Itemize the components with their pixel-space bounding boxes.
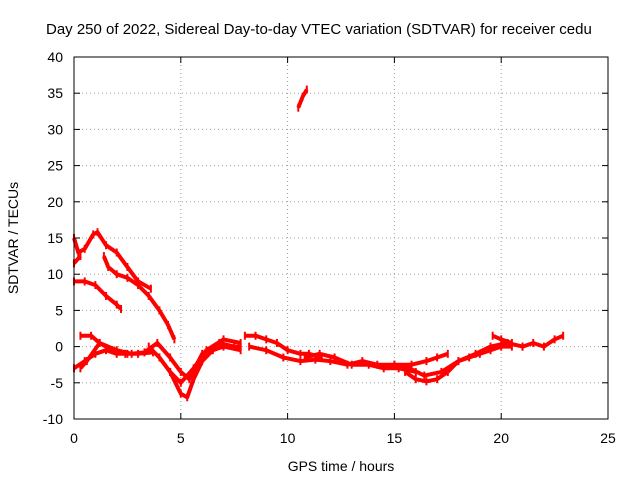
series-line-arc-3 bbox=[74, 279, 123, 311]
series-line-arc-16 bbox=[521, 333, 564, 349]
y-tick-label: 30 bbox=[47, 121, 63, 137]
series-line-arc-2 bbox=[72, 254, 82, 265]
series-line-arc-9 bbox=[168, 337, 242, 385]
y-tick-label: -5 bbox=[51, 375, 64, 391]
series-line-arc-12 bbox=[304, 351, 417, 374]
x-tick-label: 5 bbox=[177, 430, 185, 446]
x-axis-title: GPS time / hours bbox=[288, 458, 395, 474]
chart-title: Day 250 of 2022, Sidereal Day-to-day VTE… bbox=[46, 21, 592, 38]
series-line-arc-1 bbox=[72, 230, 152, 291]
y-tick-label: -10 bbox=[43, 411, 63, 427]
series-line-arc-8 bbox=[147, 344, 242, 400]
series-line-arc-4 bbox=[102, 255, 177, 341]
y-tick-label: 5 bbox=[55, 302, 63, 318]
y-tick-label: 0 bbox=[55, 339, 63, 355]
y-tick-label: 20 bbox=[47, 194, 63, 210]
grid-layer bbox=[74, 57, 608, 419]
y-tick-label: 25 bbox=[47, 158, 63, 174]
tick-layer: 0 5 10 15 20 25 -10 -5 0 5 10 15 20 25 30 35 40 bbox=[43, 49, 616, 446]
x-tick-label: 10 bbox=[280, 430, 296, 446]
y-tick-label: 10 bbox=[47, 266, 63, 282]
y-axis-title: SDTVAR / TECUs bbox=[5, 182, 21, 294]
x-tick-label: 25 bbox=[600, 430, 616, 446]
series-line-arc-10 bbox=[244, 333, 323, 360]
x-tick-label: 15 bbox=[387, 430, 403, 446]
series-layer bbox=[72, 85, 565, 402]
y-tick-label: 40 bbox=[47, 49, 63, 65]
x-tick-label: 0 bbox=[70, 430, 78, 446]
y-tick-label: 35 bbox=[47, 85, 63, 101]
y-tick-label: 15 bbox=[47, 230, 63, 246]
series-line-arc-15 bbox=[491, 333, 513, 345]
x-tick-label: 20 bbox=[493, 430, 509, 446]
